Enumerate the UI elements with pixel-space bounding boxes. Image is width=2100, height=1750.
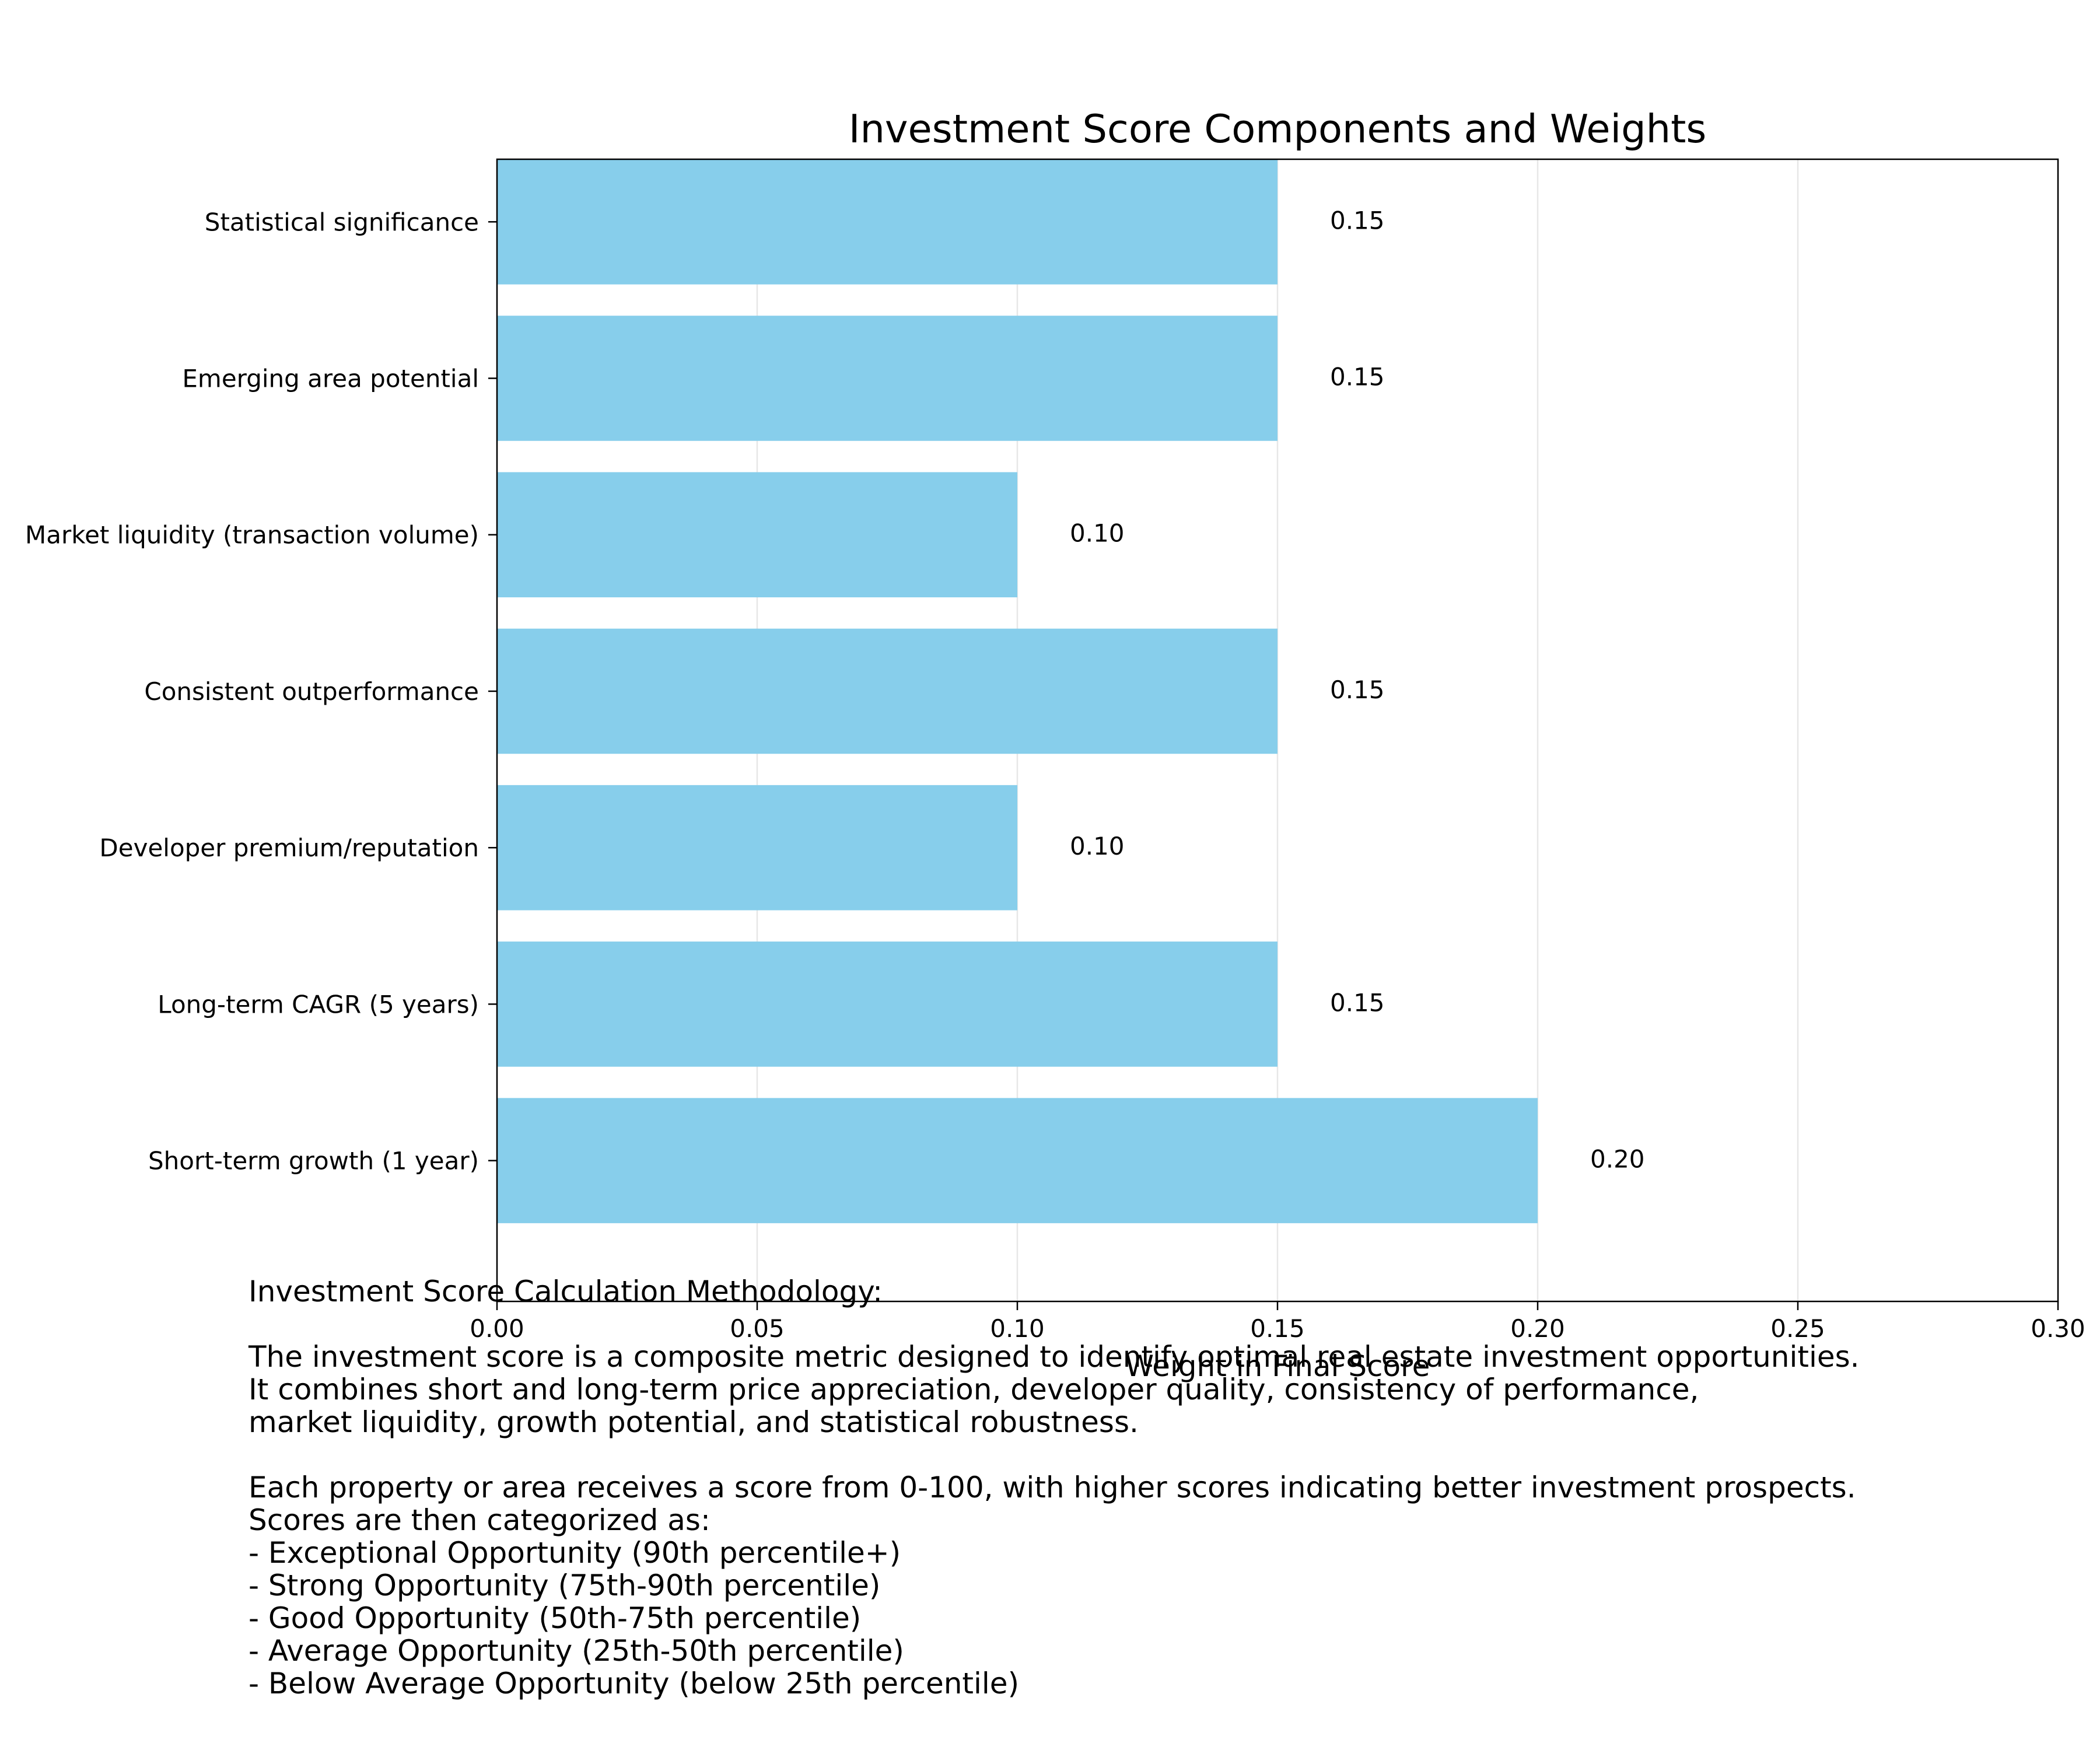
y-tick-label: Market liquidity (transaction volume) (25, 521, 479, 550)
x-tick-label: 0.10 (990, 1314, 1045, 1343)
bars (497, 159, 1538, 1223)
methodology-line: - Exceptional Opportunity (90th percenti… (249, 1536, 901, 1570)
bar-value-label: 0.15 (1330, 988, 1385, 1017)
value-labels: 0.20 0.15 0.10 0.15 0.10 0.15 0.15 (1070, 206, 1645, 1173)
methodology-line (249, 1438, 2057, 1471)
x-tick-label: 0.25 (1770, 1314, 1825, 1343)
bar (497, 628, 1278, 754)
bar-value-label: 0.15 (1330, 676, 1385, 704)
y-tick-label: Emerging area potential (182, 365, 479, 393)
methodology-line: - Average Opportunity (25th-50th percent… (249, 1634, 904, 1668)
methodology-line: - Below Average Opportunity (below 25th … (249, 1667, 1020, 1700)
chart-title: Investment Score Components and Weights (849, 106, 1707, 152)
bar (497, 1098, 1538, 1223)
methodology-line: Investment Score Calculation Methodology… (249, 1275, 883, 1308)
y-tick-label: Developer premium/reputation (99, 834, 479, 862)
methodology-line (249, 1308, 2057, 1340)
bar-value-label: 0.15 (1330, 363, 1385, 391)
methodology-line: Scores are then categorized as: (249, 1503, 710, 1537)
methodology-line: It combines short and long-term price ap… (249, 1373, 1699, 1406)
x-tick-label: 0.30 (2031, 1314, 2085, 1343)
methodology-line: Each property or area receives a score f… (249, 1471, 1856, 1504)
bar (497, 942, 1278, 1067)
methodology-line: The investment score is a composite metr… (249, 1340, 1860, 1374)
methodology-text: Investment Score Calculation Methodology… (249, 1275, 2057, 1700)
bar-value-label: 0.20 (1590, 1145, 1645, 1174)
y-tick-label: Statistical significance (205, 208, 479, 236)
y-tick-label: Short-term growth (1 year) (148, 1147, 479, 1175)
bar-value-label: 0.10 (1070, 832, 1125, 860)
methodology-line: - Good Opportunity (50th-75th percentile… (249, 1601, 862, 1635)
x-tick-label: 0.05 (730, 1314, 785, 1343)
x-tick-label: 0.20 (1510, 1314, 1565, 1343)
y-tick-label: Consistent outperformance (144, 677, 479, 706)
methodology-line: market liquidity, growth potential, and … (249, 1405, 1139, 1439)
methodology-line: - Strong Opportunity (75th-90th percenti… (249, 1569, 881, 1602)
y-tick-label: Long-term CAGR (5 years) (158, 990, 479, 1019)
bar (497, 316, 1278, 441)
bar-value-label: 0.10 (1070, 519, 1125, 548)
bar (497, 785, 1017, 911)
bar (497, 472, 1017, 598)
x-tick-label: 0.15 (1250, 1314, 1305, 1343)
x-tick-label: 0.00 (470, 1314, 524, 1343)
bar-value-label: 0.15 (1330, 206, 1385, 235)
y-axis-ticks: Short-term growth (1 year) Long-term CAGR… (25, 208, 497, 1175)
x-axis-ticks: 0.00 0.05 0.10 0.15 0.20 0.25 0.30 (470, 1301, 2085, 1343)
bar (497, 159, 1278, 285)
x-axis-label: Weight in Final Score (1125, 1349, 1430, 1383)
